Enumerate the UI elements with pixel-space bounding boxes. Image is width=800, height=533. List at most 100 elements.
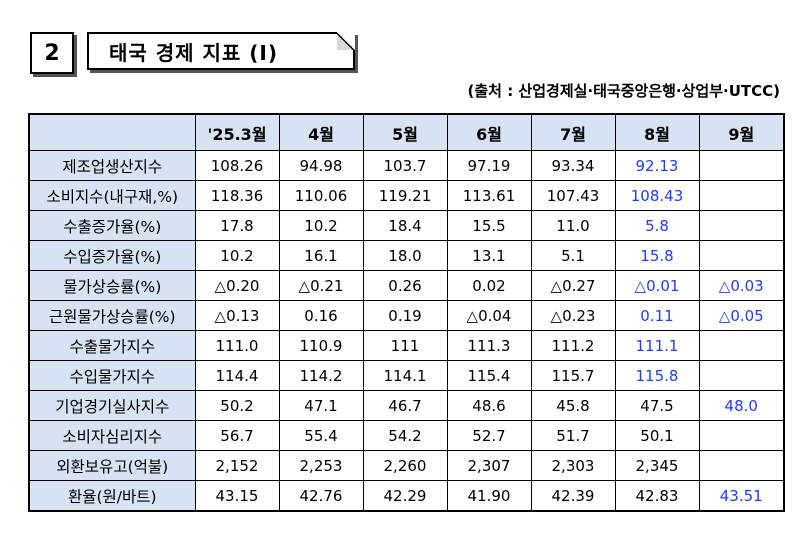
source-note: (출처 : 산업경제실·태국중앙은행·상업부·UTCC) xyxy=(467,82,780,100)
table-cell: 50.2 xyxy=(194,390,280,421)
table-cell: 55.4 xyxy=(278,420,364,451)
table-cell: 11.0 xyxy=(530,210,616,241)
column-header: 8월 xyxy=(614,113,700,151)
table-cell xyxy=(698,330,785,361)
table-row: 소비지수(내구재,%) 118.36 110.06 119.21 113.61 107.4… xyxy=(28,180,785,211)
table-cell: △0.04 xyxy=(446,300,532,331)
table-row: 물가상승률(%) △0.20 △0.21 0.26 0.02 △0.27 △0.01 △0.0… xyxy=(28,270,785,301)
table-cell: 10.2 xyxy=(278,210,364,241)
column-header: 5월 xyxy=(362,113,448,151)
section-number: 2 xyxy=(44,40,60,66)
table-cell: 51.7 xyxy=(530,420,616,451)
table-row: 제조업생산지수 108.26 94.98 103.7 97.19 93.34 92.13 xyxy=(28,150,785,181)
table-cell: 0.19 xyxy=(362,300,448,331)
table-cell: △0.20 xyxy=(194,270,280,301)
table-cell: 93.34 xyxy=(530,150,616,181)
table-cell: 108.43 xyxy=(614,180,700,211)
row-label: 외환보유고(억불) xyxy=(28,450,196,481)
table-cell: 111.2 xyxy=(530,330,616,361)
table-cell: 15.5 xyxy=(446,210,532,241)
table-cell: 42.83 xyxy=(614,480,700,512)
table-cell: 5.1 xyxy=(530,240,616,271)
table-cell: 2,345 xyxy=(614,450,700,481)
row-label: 소비지수(내구재,%) xyxy=(28,180,196,211)
table-cell: 110.06 xyxy=(278,180,364,211)
table-cell: 52.7 xyxy=(446,420,532,451)
table-cell: △0.01 xyxy=(614,270,700,301)
row-label: 기업경기실사지수 xyxy=(28,390,196,421)
table-cell: 115.4 xyxy=(446,360,532,391)
table-row: 수출물가지수 111.0 110.9 111 111.3 111.2 111.1 xyxy=(28,330,785,361)
table-cell: 114.2 xyxy=(278,360,364,391)
column-header: 7월 xyxy=(530,113,616,151)
table-cell: 18.0 xyxy=(362,240,448,271)
table-cell: 41.90 xyxy=(446,480,532,512)
table-cell: 113.61 xyxy=(446,180,532,211)
table-cell xyxy=(698,150,785,181)
table-cell: △0.23 xyxy=(530,300,616,331)
table-cell: 46.7 xyxy=(362,390,448,421)
section-number-box: 2 xyxy=(30,32,74,74)
table-row: 수출증가율(%) 17.8 10.2 18.4 15.5 11.0 5.8 xyxy=(28,210,785,241)
table-cell: 42.39 xyxy=(530,480,616,512)
row-label: 수입증가율(%) xyxy=(28,240,196,271)
economic-indicators-table: '25.3월 4월 5월 6월 7월 8월 9월 제조업생산지수 108.26 94… xyxy=(28,113,785,512)
table-cell: △0.21 xyxy=(278,270,364,301)
row-label: 제조업생산지수 xyxy=(28,150,196,181)
table-cell: 48.6 xyxy=(446,390,532,421)
table-header-row: '25.3월 4월 5월 6월 7월 8월 9월 xyxy=(28,113,785,151)
table-cell: 108.26 xyxy=(194,150,280,181)
column-header: 6월 xyxy=(446,113,532,151)
row-label: 환율(원/바트) xyxy=(28,480,196,512)
folded-corner xyxy=(337,32,355,50)
column-header: 4월 xyxy=(278,113,364,151)
title-box: 태국 경제 지표 (Ⅰ) xyxy=(87,32,355,70)
column-header xyxy=(28,113,196,151)
table-row: 수입증가율(%) 10.2 16.1 18.0 13.1 5.1 15.8 xyxy=(28,240,785,271)
row-label: 물가상승률(%) xyxy=(28,270,196,301)
row-label: 수입물가지수 xyxy=(28,360,196,391)
table-cell: 47.5 xyxy=(614,390,700,421)
table-cell xyxy=(698,420,785,451)
table-cell: 54.2 xyxy=(362,420,448,451)
table-cell: △0.03 xyxy=(698,270,785,301)
table-cell: 43.15 xyxy=(194,480,280,512)
table-cell: 0.11 xyxy=(614,300,700,331)
table-row: 환율(원/바트) 43.15 42.76 42.29 41.90 42.39 42.83 43… xyxy=(28,480,785,512)
table-cell: 115.8 xyxy=(614,360,700,391)
page-title: 태국 경제 지표 (Ⅰ) xyxy=(109,40,279,65)
table-cell: 0.26 xyxy=(362,270,448,301)
table-cell: 92.13 xyxy=(614,150,700,181)
table-cell: 2,253 xyxy=(278,450,364,481)
table-cell: 0.02 xyxy=(446,270,532,301)
table-cell: 118.36 xyxy=(194,180,280,211)
table-cell: 97.19 xyxy=(446,150,532,181)
table-cell xyxy=(698,180,785,211)
column-header: '25.3월 xyxy=(194,113,280,151)
table-cell: 17.8 xyxy=(194,210,280,241)
table-cell xyxy=(698,240,785,271)
table-cell xyxy=(698,450,785,481)
table-cell: 18.4 xyxy=(362,210,448,241)
table-row: 외환보유고(억불) 2,152 2,253 2,260 2,307 2,303 2,345 xyxy=(28,450,785,481)
table-cell: △0.05 xyxy=(698,300,785,331)
row-label: 수출물가지수 xyxy=(28,330,196,361)
table-cell: 47.1 xyxy=(278,390,364,421)
column-header: 9월 xyxy=(698,113,785,151)
table-row: 수입물가지수 114.4 114.2 114.1 115.4 115.7 115.8 xyxy=(28,360,785,391)
row-label: 소비자심리지수 xyxy=(28,420,196,451)
table-cell: 2,307 xyxy=(446,450,532,481)
table-cell: 0.16 xyxy=(278,300,364,331)
table-cell: △0.13 xyxy=(194,300,280,331)
row-label: 수출증가율(%) xyxy=(28,210,196,241)
table-row: 기업경기실사지수 50.2 47.1 46.7 48.6 45.8 47.5 48.0 xyxy=(28,390,785,421)
table-cell: 111.3 xyxy=(446,330,532,361)
table-cell: 114.4 xyxy=(194,360,280,391)
table-cell xyxy=(698,210,785,241)
table-cell: 13.1 xyxy=(446,240,532,271)
table-cell: 15.8 xyxy=(614,240,700,271)
table-cell: 115.7 xyxy=(530,360,616,391)
table-cell: 43.51 xyxy=(698,480,785,512)
table-row: 근원물가상승률(%) △0.13 0.16 0.19 △0.04 △0.23 0.11 △0.… xyxy=(28,300,785,331)
table-cell: 16.1 xyxy=(278,240,364,271)
